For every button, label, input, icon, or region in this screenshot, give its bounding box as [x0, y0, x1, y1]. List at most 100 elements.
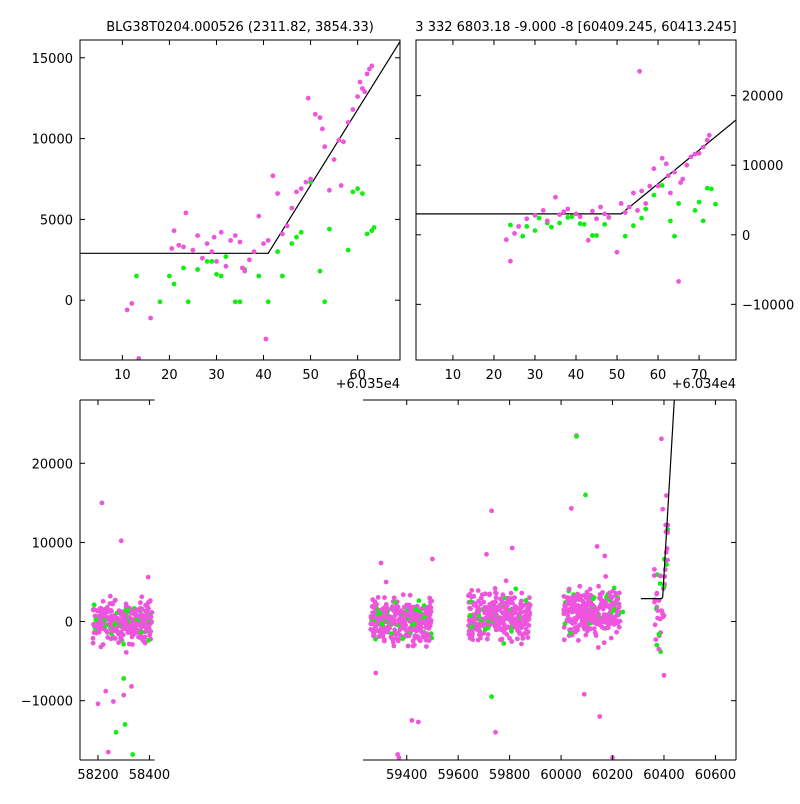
- panel2-data-point: [639, 188, 644, 194]
- panel3-data-point: [111, 699, 116, 704]
- panel3-data-point: [661, 613, 667, 618]
- panel2-data-point: [594, 233, 599, 238]
- panel2-xtick-label: 10: [445, 368, 462, 383]
- panel2-data-point: [512, 231, 517, 236]
- panel2-data-point: [557, 212, 562, 218]
- panel3-data-point: [652, 622, 658, 628]
- panel3-data-point: [105, 749, 111, 755]
- panel1-data-point: [364, 71, 370, 77]
- panel3-data-point: [574, 434, 579, 439]
- panel2-xtick-label: 40: [568, 368, 585, 383]
- panel3-data-point: [403, 633, 409, 639]
- panel1-data-point: [214, 259, 219, 264]
- panel3-data-point: [608, 635, 614, 641]
- panel3-data-point: [383, 579, 389, 585]
- panel1-data-point: [338, 183, 344, 188]
- panel3-data-point: [590, 596, 596, 602]
- panel3-data-point: [381, 637, 387, 642]
- panel3-data-point: [665, 557, 670, 563]
- panel1-data-point: [228, 238, 234, 243]
- panel3-data-point: [477, 621, 482, 627]
- panel2-ytick-label: −10000: [742, 298, 794, 313]
- panel3-data-point: [415, 719, 421, 725]
- panel3-data-point: [136, 608, 142, 613]
- panel3-data-point: [473, 621, 479, 627]
- panel1-data-point: [303, 179, 309, 185]
- panel2-data-point: [602, 211, 608, 217]
- panel3-data-point: [505, 624, 511, 630]
- panel3-data-point: [379, 621, 385, 627]
- panel1-offset-label: +6.035e4: [336, 377, 400, 392]
- panel2-data-point: [585, 237, 591, 243]
- panel2-data-point: [680, 176, 686, 182]
- panel3-data-point: [119, 618, 125, 624]
- panel2-data-point: [618, 201, 624, 206]
- panel3-data-point: [120, 632, 126, 638]
- panel1-data-point: [331, 157, 337, 163]
- panel2-data-point: [508, 222, 513, 228]
- panel3-data-point: [110, 601, 115, 607]
- panel2-data-point: [594, 216, 599, 222]
- panel1-data-point: [148, 315, 154, 321]
- panel3-data-point: [91, 622, 97, 628]
- panel3-data-point: [523, 626, 529, 632]
- panel1-frame: [79, 39, 401, 361]
- panel1-data-point: [204, 259, 210, 264]
- panel3-data-point: [594, 544, 600, 549]
- panel3-data-point: [492, 586, 498, 591]
- panel3-data-point: [139, 633, 144, 639]
- panel3-data-point: [475, 637, 481, 643]
- panel3-xtick-label: 59800: [489, 768, 530, 783]
- panel3-data-point: [497, 596, 503, 602]
- panel3-data-point: [468, 606, 473, 612]
- panel3-data-point: [512, 607, 518, 612]
- panel2-data-point: [704, 137, 710, 143]
- panel2-data-point: [516, 224, 521, 229]
- panel3-data-point: [657, 616, 663, 622]
- panel1-data-point: [176, 242, 182, 248]
- panel1-data-point: [169, 246, 175, 251]
- panel3-xtick-label: 60600: [695, 768, 736, 783]
- panel3-data-point: [149, 610, 155, 615]
- panel2-data-point: [692, 151, 698, 157]
- panel2-data-point: [692, 208, 698, 213]
- panel2-data-point: [622, 210, 628, 215]
- panel1-data-point: [261, 241, 266, 247]
- panel3-data-point: [370, 610, 376, 615]
- panel3-data-point: [598, 601, 604, 607]
- panel2-data-point: [659, 155, 665, 161]
- panel3-data-point: [664, 562, 669, 568]
- panel3-ytick-label: 20000: [32, 457, 73, 472]
- panel2-data-point: [631, 190, 636, 196]
- panel1-xtick-label: 50: [302, 368, 319, 383]
- panel3-data-point: [410, 610, 416, 615]
- panel3-data-point: [481, 599, 487, 605]
- panel1-data-point: [195, 267, 201, 272]
- panel2-data-point: [569, 214, 575, 220]
- panel3-data-point: [484, 636, 490, 642]
- panel1-model-line: [80, 41, 400, 254]
- panel3-data-point: [466, 631, 472, 637]
- panel1-data-point: [280, 273, 285, 279]
- panel2-data-point: [706, 132, 712, 138]
- panel3-data-point: [658, 573, 663, 579]
- panel2-data-point: [532, 228, 538, 234]
- panel3-data-point: [523, 612, 529, 617]
- panel1-data-point: [289, 205, 295, 211]
- panel3-data-point: [500, 592, 506, 598]
- panel3-data-point: [145, 574, 151, 580]
- panel3-data-point: [657, 581, 663, 586]
- panel3-data-point: [416, 622, 422, 628]
- panel3-data-point: [583, 492, 588, 498]
- panel3-data-point: [614, 629, 619, 635]
- panel3-data-point: [373, 670, 379, 676]
- panel3-data-point: [489, 694, 494, 700]
- panel3-data-point: [504, 612, 510, 618]
- panel3-data-point: [380, 607, 386, 613]
- panel3-data-point: [502, 604, 508, 610]
- panel1-data-point: [341, 139, 346, 145]
- panel2-data-point: [581, 221, 587, 227]
- panel3-data-point: [417, 613, 423, 618]
- panel3-data-point: [375, 628, 380, 634]
- panel2-title: 3 332 6803.18 -9.000 -8 [60409.245, 6041…: [415, 20, 736, 35]
